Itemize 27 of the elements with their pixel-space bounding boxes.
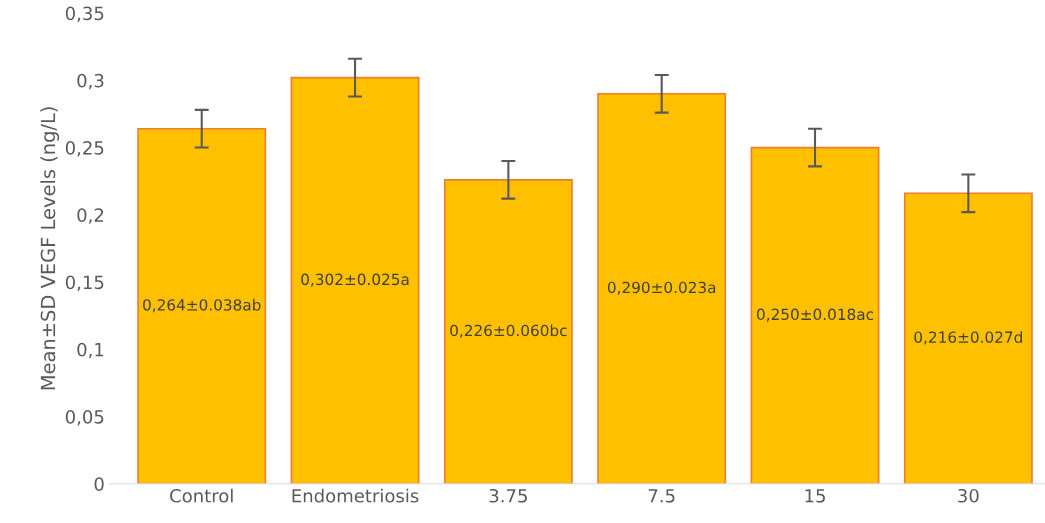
data-label: 0,290±0.023a bbox=[607, 281, 716, 295]
data-label: 0,264±0.038ab bbox=[143, 298, 261, 313]
y-axis-title: Mean±SD VEGF Levels (ng/L) bbox=[40, 107, 60, 390]
bar bbox=[597, 92, 727, 484]
x-tick-label: Endometriosis bbox=[292, 488, 419, 503]
x-tick-label: 15 bbox=[805, 489, 825, 503]
bar bbox=[137, 127, 267, 484]
y-tick-label: 0,3 bbox=[77, 73, 104, 90]
data-label: 0,302±0.025a bbox=[301, 273, 409, 287]
bar bbox=[903, 192, 1033, 484]
x-tick-label: 30 bbox=[958, 488, 979, 503]
y-tick-label: 0,05 bbox=[65, 409, 104, 426]
data-label: 0,250±0.018ac bbox=[757, 308, 874, 322]
y-tick-label: 0,2 bbox=[77, 208, 104, 224]
bar bbox=[443, 179, 573, 484]
data-label: 0,216±0.027d bbox=[914, 331, 1022, 345]
bar bbox=[750, 146, 880, 484]
y-tick-label: 0,15 bbox=[65, 275, 104, 292]
y-tick-label: 0 bbox=[94, 477, 104, 491]
x-tick-label: 7.5 bbox=[648, 489, 675, 503]
x-tick-label: Control bbox=[170, 488, 233, 503]
y-tick-label: 0,1 bbox=[77, 342, 104, 359]
y-tick-label: 0,35 bbox=[65, 6, 104, 23]
y-tick-label: 0,25 bbox=[65, 141, 104, 157]
x-tick-label: 3.75 bbox=[489, 488, 527, 503]
bar bbox=[290, 76, 420, 484]
data-label: 0,226±0.060bc bbox=[450, 324, 567, 338]
